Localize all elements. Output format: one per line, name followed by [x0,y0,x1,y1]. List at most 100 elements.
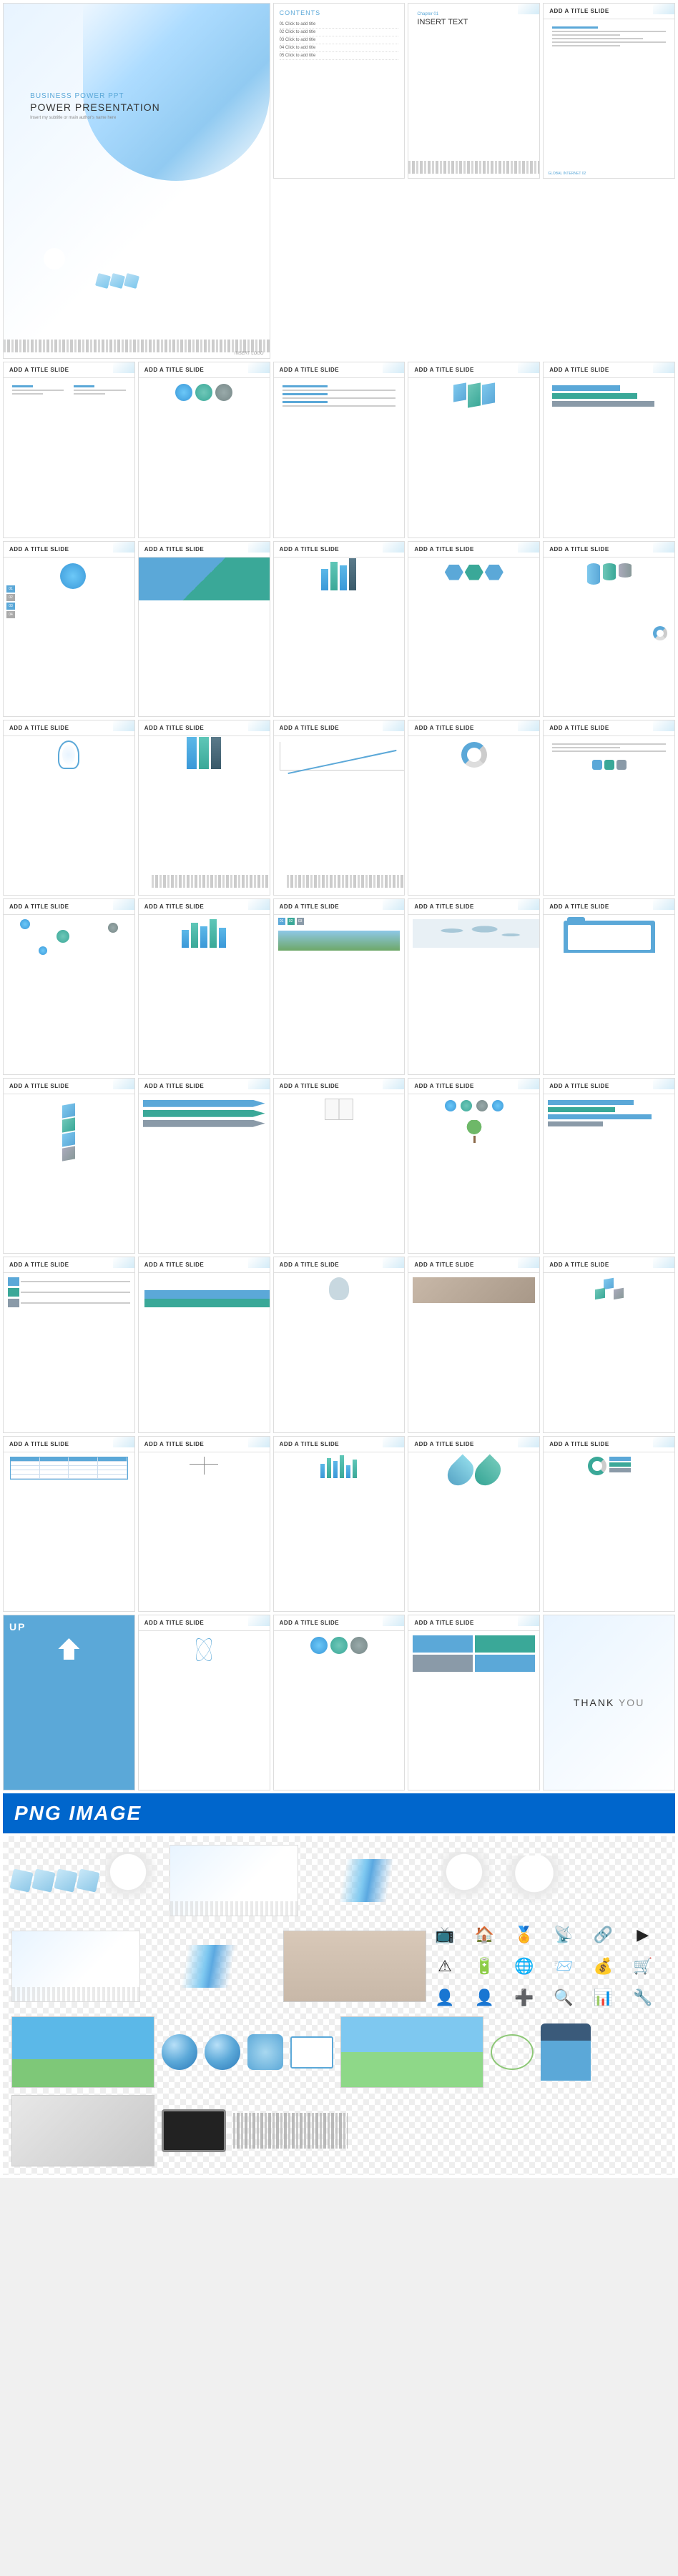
slide-title: ADD A TITLE SLIDE [414,1262,534,1268]
slide-circles-flow: ADD A TITLE SLIDE [138,362,270,538]
thank-word: THANK [574,1697,614,1708]
thank-text: THANK YOU [574,1697,644,1708]
atom-graphic [191,1637,217,1663]
home-icon: 🏠 [473,1923,496,1946]
slide-title: ADD A TITLE SLIDE [414,1083,534,1089]
contents-item: 02 Click to add title [280,29,399,36]
drop-icon [469,1454,506,1490]
slide-title: ADD A TITLE SLIDE [280,546,399,553]
area-chart [144,1279,270,1307]
head-profile-graphic [329,1277,349,1300]
slide-bar-combo: ADD A TITLE SLIDE [273,1436,406,1612]
png-earth-man [541,2023,591,2081]
slide-lightbulb: ADD A TITLE SLIDE [3,720,135,896]
drop-icon [442,1454,478,1490]
slide-hbar: ADD A TITLE SLIDE [543,1078,675,1254]
png-cityscape [233,2113,348,2149]
book-graphic [325,1099,353,1120]
slide-title: ADD A TITLE SLIDE [144,1083,264,1089]
slide-title: ADD A TITLE SLIDE [549,1441,669,1447]
slide-title: ADD A TITLE SLIDE [9,546,129,553]
slide-ring-chart: ADD A TITLE SLIDE [543,1436,675,1612]
contents-item: 04 Click to add title [280,44,399,52]
slide-tablet-photo: ADD A TITLE SLIDE [408,1257,540,1432]
slide-bar-group: ADD A TITLE SLIDE [138,898,270,1074]
slide-title: ADD A TITLE SLIDE [549,1083,669,1089]
png-globe-2 [205,2034,240,2070]
png-globe-1 [162,2034,197,2070]
slide-title: ADD A TITLE SLIDE [549,1262,669,1268]
diagonal-chart [139,558,270,600]
plus-icon: ➕ [513,1986,536,2009]
slide-cubes-stack: ADD A TITLE SLIDE [3,1078,135,1254]
user2-icon: 👤 [473,1986,496,2009]
up-label: UP [9,1621,129,1633]
cityscape [408,161,539,174]
thank-you-slide: THANK YOU [543,1615,675,1790]
slide-title: ADD A TITLE SLIDE [144,1441,264,1447]
png-swoosh-2 [147,1945,276,1988]
png-cubes [11,1871,98,1891]
cityscape [4,340,270,352]
cover-title: BUSINESS POWER PPT [30,92,242,100]
cover-tagline: Insert my subtitle or main author's name… [30,116,242,120]
png-background-2 [11,1931,140,2002]
rss-icon: 📡 [552,1923,575,1946]
photo [278,931,401,951]
user-icon: 👤 [433,1986,456,2009]
slide-title: ADD A TITLE SLIDE [280,1262,399,1268]
slide-3d-bars: ADD A TITLE SLIDE [408,362,540,538]
tools-icon: 🔧 [632,1986,654,2009]
slide-title: ADD A TITLE SLIDE [414,367,534,373]
table [10,1457,128,1480]
contents-slide: CONTENTS 01 Click to add title 02 Click … [273,3,406,179]
slide-title: ADD A TITLE SLIDE [549,8,669,14]
warning-icon: ⚠ [433,1955,456,1978]
png-header: PNG IMAGE [3,1793,675,1833]
slide-title: ADD A TITLE SLIDE [144,367,264,373]
mail-icon: 📨 [552,1955,575,1978]
slide-title: ADD A TITLE SLIDE [9,1083,129,1089]
slide-title: ADD A TITLE SLIDE [9,367,129,373]
slide-icon-row: ADD A TITLE SLIDE [408,1078,540,1254]
battery-icon: 🔋 [473,1955,496,1978]
slide-up-arrow: UP [3,1615,135,1790]
tablet-photo [413,1277,535,1303]
donut-chart [461,742,487,768]
slide-title: ADD A TITLE SLIDE [414,546,534,553]
slide-footer: GLOBAL INTERNET 02 [548,172,586,176]
png-character-group [506,1856,577,1906]
play-icon: ▶ [632,1923,654,1946]
png-monitor-icon [290,2036,333,2069]
png-icon-3d [247,2034,283,2070]
donut-small [653,626,667,640]
png-photo-dandelion [11,2016,154,2088]
cover-slide: BUSINESS POWER PPT POWER PRESENTATION In… [3,3,270,359]
money-icon: 💰 [591,1955,614,1978]
slide-title: ADD A TITLE SLIDE [414,725,534,731]
slide-title: ADD A TITLE SLIDE [280,725,399,731]
num: 03 [6,603,15,610]
slide-network: ADD A TITLE SLIDE [3,898,135,1074]
slide-pillars: ADD A TITLE SLIDE [138,720,270,896]
slide-title: ADD A TITLE SLIDE [549,903,669,910]
num: 01 [278,918,285,925]
slide-steps: ADD A TITLE SLIDE [543,362,675,538]
slide-cylinders: ADD A TITLE SLIDE [543,541,675,717]
slide-title: ADD A TITLE SLIDE [9,1441,129,1447]
slide-title: ADD A TITLE SLIDE [144,903,264,910]
contents-item: 05 Click to add title [280,52,399,60]
slide-donut: ADD A TITLE SLIDE [408,720,540,896]
badge-icon: 🏅 [513,1923,536,1946]
section-label: Chapter 01 [417,12,531,16]
number-list: 01 02 03 04 [6,585,15,618]
slide-folder: ADD A TITLE SLIDE [543,898,675,1074]
slide-atom: ADD A TITLE SLIDE [138,1615,270,1790]
bar-chart [274,558,405,593]
png-photo-car [340,2016,483,2088]
slide-title: ADD A TITLE SLIDE [414,1620,534,1626]
globe-icon: 🌐 [513,1955,536,1978]
slide-area-chart: ADD A TITLE SLIDE [138,1257,270,1432]
slide-title: ADD A TITLE SLIDE [9,725,129,731]
arrow-up-icon [58,1638,79,1660]
